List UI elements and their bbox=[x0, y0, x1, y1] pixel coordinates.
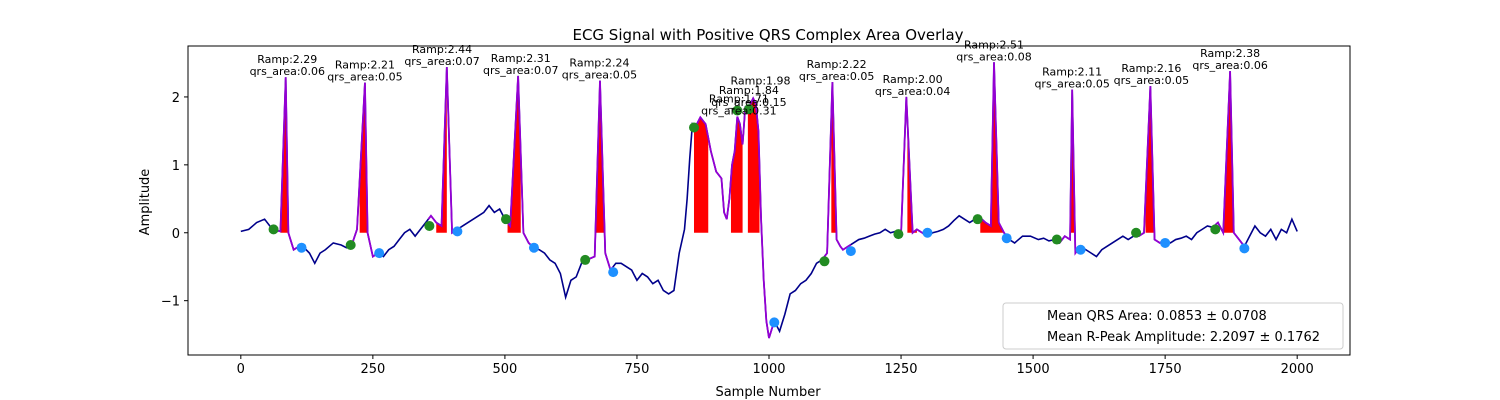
qrs-area-fill bbox=[280, 77, 291, 233]
r-amp-annotation: Ramp:2.11 bbox=[1042, 65, 1102, 78]
qrs-segment-line bbox=[693, 96, 776, 339]
qrs-area-annotation: qrs_area:0.05 bbox=[1114, 74, 1189, 87]
qrs-area-fill bbox=[831, 81, 841, 233]
qrs-offset-point bbox=[922, 227, 933, 238]
r-amp-annotation: Ramp:1.98 bbox=[731, 74, 791, 87]
qrs-onset-point bbox=[580, 254, 591, 265]
y-tick-label: 0 bbox=[172, 227, 180, 242]
x-tick-label: 1500 bbox=[1017, 362, 1050, 377]
qrs-area-annotation: qrs_area:0.04 bbox=[875, 85, 950, 98]
legend-entry: Mean QRS Area: 0.0853 ± 0.0708 bbox=[1047, 309, 1267, 324]
qrs-area-annotation: qrs_area:0.05 bbox=[327, 71, 402, 84]
x-tick-label: 500 bbox=[492, 362, 517, 377]
qrs-offset-point bbox=[1075, 244, 1086, 255]
qrs-offset-point bbox=[769, 317, 780, 328]
qrs-offset-point bbox=[296, 242, 307, 253]
qrs-onset-point bbox=[893, 229, 904, 240]
qrs-area-fill bbox=[436, 67, 447, 233]
x-tick-label: 250 bbox=[360, 362, 385, 377]
legend-box bbox=[1002, 302, 1344, 350]
qrs-onset-point bbox=[819, 256, 830, 267]
r-amp-annotation: Ramp:2.29 bbox=[257, 53, 317, 66]
qrs-onset-point bbox=[1210, 224, 1221, 235]
y-axis-label: Amplitude bbox=[138, 169, 153, 236]
x-tick-label: 750 bbox=[625, 362, 650, 377]
qrs-segment-line bbox=[504, 75, 535, 249]
y-tick-label: 1 bbox=[172, 159, 180, 174]
qrs-area-annotation: qrs_area:0.05 bbox=[799, 70, 874, 83]
qrs-onset-point bbox=[688, 122, 699, 133]
r-amp-annotation: Ramp:2.51 bbox=[964, 38, 1024, 51]
r-amp-annotation: Ramp:2.21 bbox=[335, 59, 395, 72]
qrs-area-fill bbox=[359, 82, 371, 233]
qrs-area-fill bbox=[730, 116, 743, 233]
qrs-area-fill bbox=[907, 119, 917, 233]
r-amp-annotation: Ramp:1.71 bbox=[709, 93, 769, 106]
y-tick-label: −1 bbox=[161, 295, 180, 310]
qrs-area-fill bbox=[747, 98, 760, 233]
x-axis-label: Sample Number bbox=[715, 385, 821, 400]
qrs-offset-point bbox=[608, 267, 619, 278]
x-tick-label: 2000 bbox=[1281, 362, 1314, 377]
qrs-onset-point bbox=[1131, 227, 1142, 238]
qrs-area-annotation: qrs_area:0.06 bbox=[1192, 59, 1267, 72]
qrs-area-annotation: qrs_area:0.06 bbox=[250, 65, 325, 78]
qrs-segment-line bbox=[823, 81, 852, 258]
qrs-onset-point bbox=[972, 214, 983, 225]
chart-title: ECG Signal with Positive QRS Complex Are… bbox=[572, 26, 963, 44]
plot-area: Ramp:2.29qrs_area:0.06Ramp:2.21qrs_area:… bbox=[240, 38, 1298, 339]
qrs-onset-point bbox=[732, 105, 743, 116]
qrs-area-fill bbox=[693, 117, 709, 233]
qrs-area-annotation: qrs_area:0.05 bbox=[562, 69, 637, 82]
qrs-segment-line bbox=[1214, 71, 1246, 247]
qrs-onset-point bbox=[345, 239, 356, 250]
qrs-offset-point bbox=[1160, 237, 1171, 248]
r-amp-annotation: Ramp:2.16 bbox=[1121, 62, 1181, 75]
qrs-segment-line bbox=[897, 96, 928, 237]
x-tick-label: 1750 bbox=[1149, 362, 1182, 377]
qrs-area-annotation: qrs_area:0.08 bbox=[956, 50, 1031, 63]
qrs-onset-point bbox=[743, 104, 754, 115]
qrs-onset-point bbox=[1051, 234, 1062, 245]
qrs-area-annotation: qrs_area:0.31 bbox=[701, 105, 776, 118]
qrs-onset-point bbox=[500, 214, 511, 225]
plot-content bbox=[240, 62, 1298, 339]
qrs-offset-point bbox=[1001, 233, 1012, 244]
qrs-offset-point bbox=[374, 248, 385, 259]
r-amp-annotation: Ramp:2.31 bbox=[491, 52, 551, 65]
qrs-offset-point bbox=[1239, 243, 1250, 254]
y-tick-label: 2 bbox=[172, 91, 180, 106]
qrs-area-annotation: qrs_area:0.15 bbox=[711, 96, 786, 109]
qrs-offset-point bbox=[528, 242, 539, 253]
r-amp-annotation: Ramp:2.22 bbox=[807, 58, 867, 71]
legend: Mean QRS Area: 0.0853 ± 0.0708 Mean R-Pea… bbox=[1002, 302, 1344, 350]
x-tick-label: 1000 bbox=[752, 362, 785, 377]
x-tick-label: 0 bbox=[237, 362, 245, 377]
axes: 0 250 500 750 1000 1250 1500 1750 2000 −1 0 1 2 bbox=[161, 45, 1351, 377]
r-amp-annotation: Ramp:2.24 bbox=[569, 57, 629, 70]
r-amp-annotation: Ramp:2.00 bbox=[883, 73, 943, 86]
qrs-area-annotation: qrs_area:0.05 bbox=[1034, 77, 1109, 90]
r-amp-annotation: Ramp:1.84 bbox=[719, 84, 779, 97]
qrs-onset-point bbox=[424, 220, 435, 231]
qrs-offset-point bbox=[452, 226, 463, 237]
r-amp-annotation: Ramp:2.38 bbox=[1200, 47, 1260, 60]
qrs-area-annotation: qrs_area:0.07 bbox=[483, 64, 558, 77]
qrs-onset-point bbox=[268, 224, 279, 235]
qrs-segment-line bbox=[350, 82, 379, 258]
x-tick-label: 1250 bbox=[884, 362, 917, 377]
qrs-segment-line bbox=[1056, 89, 1082, 256]
qrs-segment-line bbox=[427, 67, 458, 235]
qrs-offset-point bbox=[845, 246, 856, 257]
qrs-area-annotation: qrs_area:0.07 bbox=[404, 55, 479, 68]
legend-entry: Mean R-Peak Amplitude: 2.2097 ± 0.1762 bbox=[1047, 330, 1320, 345]
